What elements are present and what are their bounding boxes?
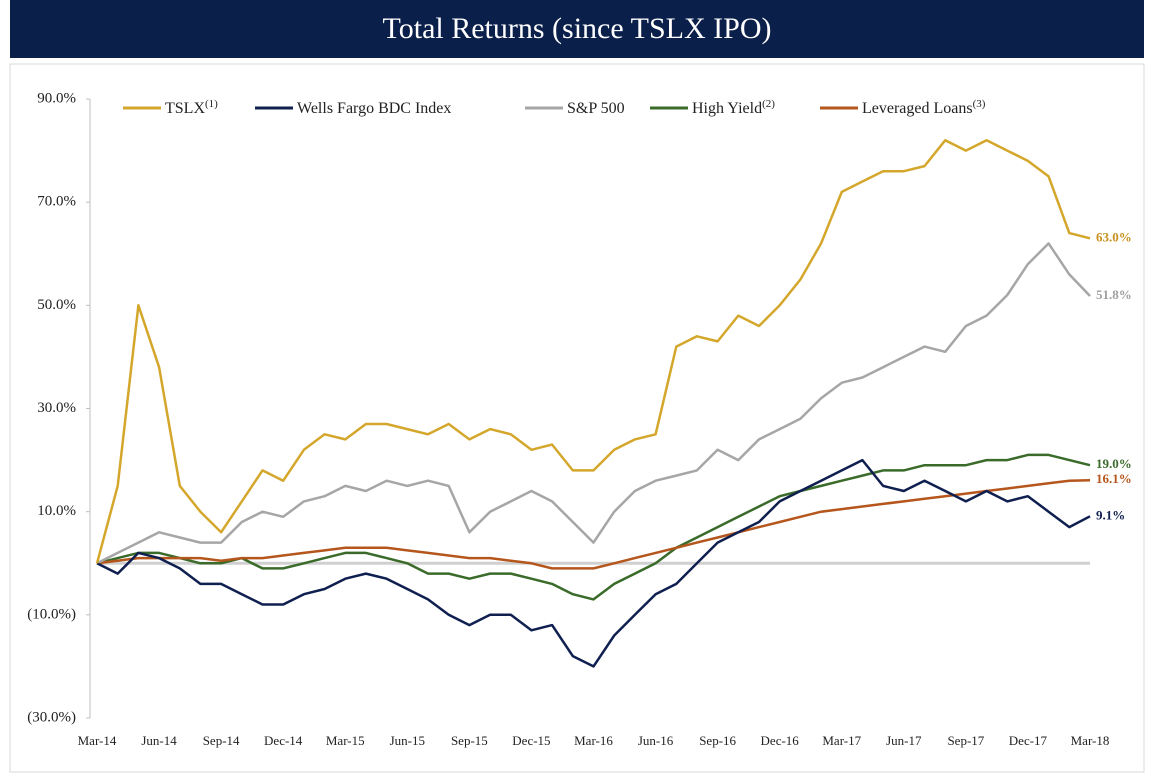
x-tick-label: Sep-17 [947,733,984,748]
x-tick-label: Dec-14 [264,733,303,748]
title-band [10,0,1144,58]
value-label: 51.8% [1096,287,1132,302]
legend-footnote: (2) [762,98,775,110]
x-tick-label: Jun-17 [886,733,922,748]
value-label: 9.1% [1096,507,1125,522]
y-tick-label: 90.0% [37,90,76,106]
legend-footnote: (1) [205,98,218,110]
legend-entry: Wells Fargo BDC Index [297,100,451,117]
legend-name: Wells Fargo BDC Index [297,100,451,117]
x-tick-label: Mar-17 [822,733,861,748]
legend-entry: S&P 500 [567,100,625,117]
y-tick-label: (10.0%) [27,606,76,622]
legend-name: Leveraged Loans [862,100,973,117]
value-label: 19.0% [1096,456,1132,471]
series-line [96,458,1091,668]
legend-entry: Leveraged Loans(3) [862,98,986,117]
x-tick-label: Mar-15 [326,733,365,748]
x-tick-label: Sep-14 [203,733,240,748]
legend-name: High Yield [692,100,762,117]
legend-footnote: (3) [973,98,986,110]
value-label: 16.1% [1096,471,1132,486]
y-tick-label: 10.0% [37,503,76,519]
x-tick-label: Dec-15 [512,733,550,748]
plot-frame [9,63,1145,773]
x-tick-label: Dec-17 [1009,733,1048,748]
legend-entry: High Yield(2) [692,98,775,117]
series-line [95,139,1091,564]
x-tick-label: Mar-18 [1071,733,1110,748]
chart-title: Total Returns (since TSLX IPO) [383,12,772,45]
x-tick-label: Mar-16 [574,733,613,748]
x-tick-label: Sep-15 [451,733,488,748]
x-tick-label: Jun-16 [638,733,674,748]
series-line [96,478,1091,570]
x-tick-label: Mar-14 [78,733,117,748]
y-tick-label: (30.0%) [27,709,76,725]
x-tick-label: Jun-15 [390,733,425,748]
legend-name: S&P 500 [567,100,625,117]
y-tick-label: 50.0% [37,297,76,313]
value-label: 63.0% [1096,229,1132,244]
legend-entry: TSLX(1) [165,98,218,117]
x-tick-label: Dec-16 [761,733,800,748]
y-tick-label: 70.0% [37,194,76,210]
x-tick-label: Jun-14 [141,733,177,748]
y-tick-label: 30.0% [37,400,76,416]
x-tick-label: Sep-16 [699,733,736,748]
legend-name: TSLX [165,100,205,117]
series-line [96,242,1091,565]
series-line [96,453,1091,601]
